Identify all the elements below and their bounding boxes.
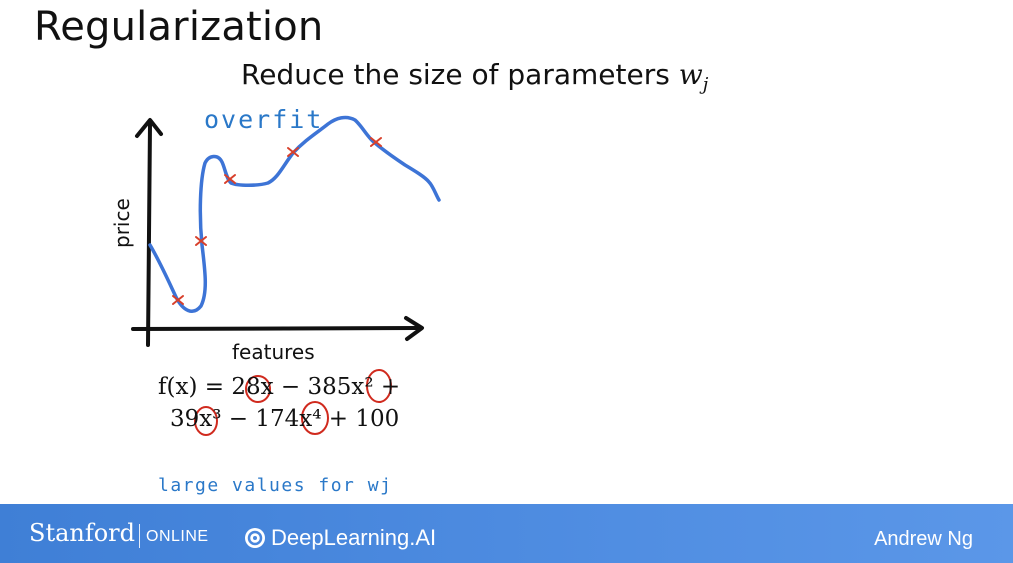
y-axis	[146, 122, 152, 347]
data-point-marker	[370, 137, 382, 147]
subtitle-text: Reduce the size of parameters	[241, 58, 679, 91]
deeplearning-brand: DeepLearning.AI	[271, 525, 437, 550]
data-point-marker	[287, 147, 299, 157]
highlight-circle	[301, 401, 329, 435]
presenter-name: Andrew Ng	[874, 528, 973, 550]
plot-axes	[131, 118, 424, 347]
slide-title: Regularization	[34, 4, 324, 50]
footer-bar: Stanford ONLINE DeepLearning.AI Andrew N…	[0, 504, 1013, 563]
y-axis-label: price	[110, 198, 134, 248]
highlight-circle	[194, 406, 218, 436]
data-point-marker	[195, 236, 207, 246]
overfit-plot: price features overfit large values for …	[110, 105, 441, 496]
x-axis-label: features	[232, 340, 315, 364]
slide-subtitle: Reduce the size of parameters wj	[241, 58, 708, 95]
highlight-circle	[245, 375, 271, 403]
x-axis-arrowhead	[404, 316, 424, 341]
footer-divider	[139, 524, 140, 548]
formula-highlight-circles	[194, 369, 392, 436]
overfit-curve	[148, 115, 441, 313]
overfit-annotation: overfit	[204, 105, 323, 134]
highlight-circle	[366, 369, 392, 403]
formula-line-2: 39x³ − 174x⁴ + 100	[170, 406, 400, 432]
data-point-marker	[172, 295, 184, 305]
large-values-note: large values for wj	[158, 475, 392, 496]
formula-line-1: f(x) = 28x − 385x² +	[158, 374, 401, 400]
x-axis	[131, 326, 422, 331]
stanford-logo: Stanford	[29, 519, 136, 547]
y-axis-arrowhead	[135, 118, 163, 138]
deeplearning-logo-icon	[245, 528, 265, 548]
training-markers	[172, 137, 382, 305]
subtitle-subscript: j	[702, 74, 709, 95]
subtitle-variable: w	[678, 58, 703, 91]
data-point-marker	[224, 174, 236, 184]
online-label: ONLINE	[146, 528, 209, 545]
